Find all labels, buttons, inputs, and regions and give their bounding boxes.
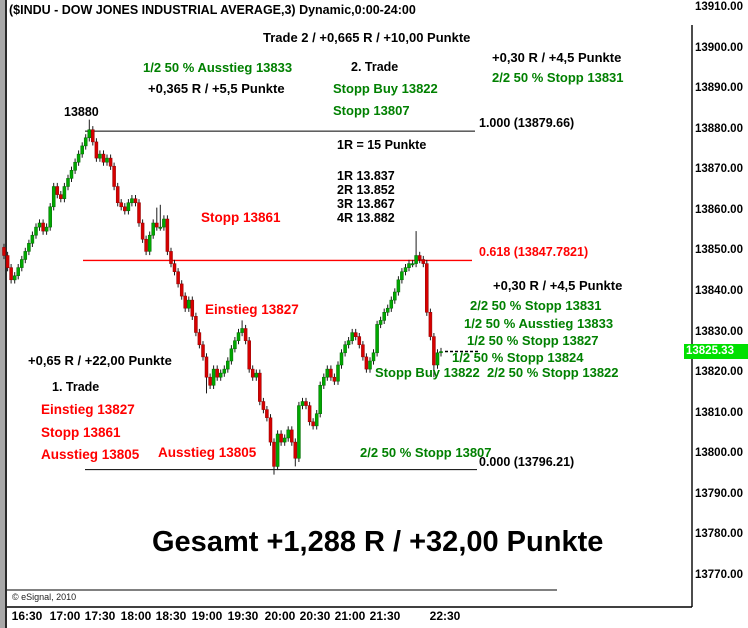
y-axis-label: 13820.00: [695, 366, 743, 378]
annotation-text: 1/2 50 % Ausstieg 13833: [464, 316, 614, 331]
annotation-text: +0,30 R / +4,5 Punkte: [493, 278, 623, 293]
annotation-text: 1R 13.837: [337, 169, 395, 183]
y-axis-label: 13810.00: [695, 407, 743, 419]
annotation-text: 2/2 50 % Stopp 13822: [487, 365, 619, 380]
y-axis-label: 13800.00: [695, 447, 743, 459]
annotation-text: 2R 13.852: [337, 183, 395, 197]
x-axis-label: 22:30: [429, 609, 461, 623]
x-axis-label: 18:30: [155, 609, 187, 623]
annotation-text: 2/2 50 % Stopp 13807: [360, 445, 492, 460]
y-axis-label: 13780.00: [695, 528, 743, 540]
annotation-text: Ausstieg 13805: [41, 447, 140, 462]
x-axis-label: 19:30: [227, 609, 259, 623]
y-axis-label: 13850.00: [695, 244, 743, 256]
y-axis-label: 13770.00: [695, 569, 743, 581]
annotation-text: 4R 13.882: [337, 211, 395, 225]
y-axis-label: 13870.00: [695, 163, 743, 175]
annotation-text: Gesamt +1,288 R / +32,00 Punkte: [152, 526, 604, 558]
x-axis-label: 17:00: [49, 609, 81, 623]
x-axis-label: 16:30: [11, 609, 43, 623]
annotation-text: Ausstieg 13805: [158, 445, 257, 460]
annotation-text: Stopp 13861: [41, 425, 121, 440]
annotation-text: 1R = 15 Punkte: [337, 138, 427, 152]
x-axis-label: 20:00: [264, 609, 296, 623]
fib-level-label: 1.000 (13879.66): [479, 116, 575, 130]
fib-level-label: 0.618 (13847.7821): [479, 245, 589, 259]
annotation-text: 1/2 50 % Stopp 13827: [467, 333, 599, 348]
x-axis-label: 18:00: [120, 609, 152, 623]
annotation-text: +0,30 R / +4,5 Punkte: [492, 50, 622, 65]
y-axis-label: 13830.00: [695, 326, 743, 338]
last-price-badge: 13825.33: [684, 344, 748, 359]
annotation-text: 2/2 50 % Stopp 13831: [470, 298, 602, 313]
left-border-strip: [0, 0, 7, 628]
annotation-text: 3R 13.867: [337, 197, 395, 211]
annotation-text: Stopp 13861: [201, 210, 281, 225]
x-axis-label: 21:00: [334, 609, 366, 623]
annotation-text: 13880: [64, 105, 99, 119]
annotation-text: +0,365 R / +5,5 Punkte: [148, 81, 285, 96]
x-axis-label: 17:30: [84, 609, 116, 623]
annotation-text: Einstieg 13827: [205, 302, 299, 317]
y-axis-label: 13790.00: [695, 488, 743, 500]
annotation-text: 2. Trade: [351, 60, 399, 74]
annotation-text: Trade 2 / +0,665 R / +10,00 Punkte: [263, 30, 471, 45]
annotation-text: Stopp Buy 13822: [333, 81, 438, 96]
y-axis-label: 13890.00: [695, 82, 743, 94]
annotation-text: 1/2 50 % Ausstieg 13833: [143, 60, 293, 75]
x-axis-label: 21:30: [369, 609, 401, 623]
y-axis-label: 13880.00: [695, 123, 743, 135]
fib-level-label: 0.000 (13796.21): [479, 455, 575, 469]
x-axis-label: 20:30: [299, 609, 331, 623]
fib-lines: [83, 130, 477, 471]
annotation-text: Stopp 13807: [333, 103, 410, 118]
annotation-text: 1/2 50 % Stopp 13824: [452, 350, 584, 365]
annotation-text: 1. Trade: [52, 380, 100, 394]
annotation-text: 2/2 50 % Stopp 13831: [492, 70, 624, 85]
x-axis-label: 19:00: [191, 609, 223, 623]
y-axis-label: 13860.00: [695, 204, 743, 216]
annotation-text: Stopp Buy 13822: [375, 365, 480, 380]
window-title: ($INDU - DOW JONES INDUSTRIAL AVERAGE,3)…: [9, 3, 416, 17]
annotation-text: Einstieg 13827: [41, 402, 135, 417]
y-axis-label: 13840.00: [695, 285, 743, 297]
y-axis-label: 13910.00: [695, 1, 743, 13]
y-axis-label: 13900.00: [695, 42, 743, 54]
copyright-label: © eSignal, 2010: [12, 592, 77, 602]
annotation-text: +0,65 R / +22,00 Punkte: [28, 353, 172, 368]
candles: [2, 119, 443, 475]
